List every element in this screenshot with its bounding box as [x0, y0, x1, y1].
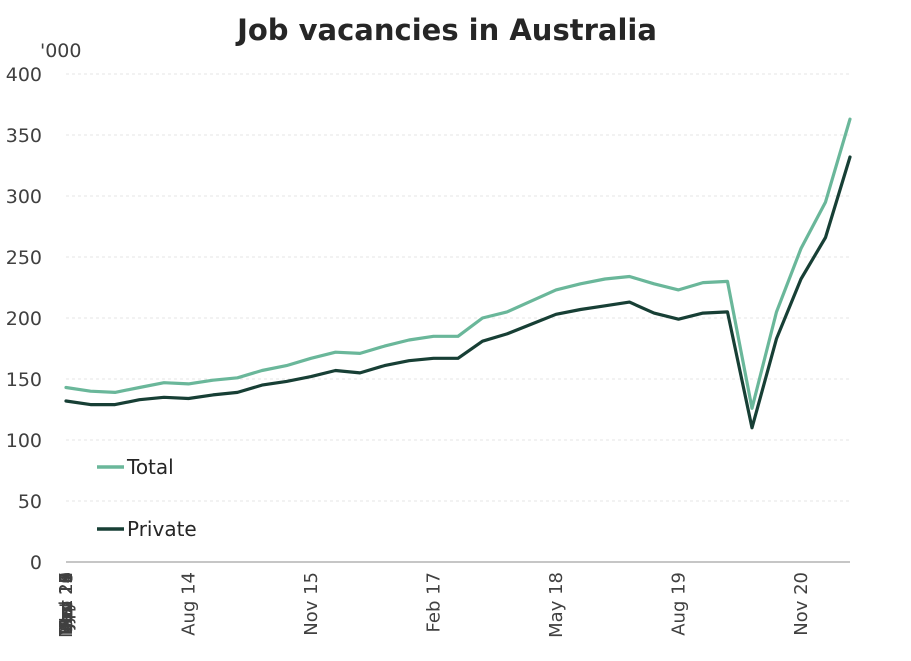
legend-label-private: Private [127, 517, 197, 541]
x-tick-label: Jul 17 [56, 572, 77, 623]
legend-label-total: Total [126, 455, 174, 479]
y-tick-label: 100 [6, 430, 42, 452]
chart-title: Job vacancies in Australia [235, 13, 657, 47]
x-tick-label: Jan 20 [56, 572, 77, 629]
y-tick-label: 250 [6, 247, 42, 269]
x-tick-label: Aug 14 [179, 572, 200, 636]
y-unit-label: '000 [40, 40, 82, 62]
y-tick-label: 350 [6, 125, 42, 147]
x-tick-label: Nov 20 [791, 572, 812, 636]
x-tick-label: Jan 15 [56, 572, 77, 629]
x-tick-label: Sep 16 [56, 572, 77, 635]
x-tick-label: Nov 15 [301, 572, 322, 636]
x-tick-label: Jun 20 [56, 572, 77, 630]
series-line-private [64, 155, 852, 430]
x-tick-label: Oct 13 [56, 572, 77, 632]
x-tick-label: Feb 17 [424, 572, 445, 633]
series-lines [64, 117, 852, 430]
y-tick-label: 300 [6, 186, 42, 208]
x-tick-label: May 18 [546, 572, 567, 638]
y-tick-label: 50 [18, 491, 42, 513]
y-tick-label: 400 [6, 64, 42, 86]
gridlines [66, 73, 850, 502]
x-tick-label: Oct 18 [56, 572, 77, 632]
x-tick-label: Apr 16 [56, 572, 77, 632]
x-tick-label: Apr 21 [56, 572, 77, 632]
series-line-total [64, 117, 852, 410]
legend: Total Private [97, 455, 197, 541]
x-tick-label: Dec 17 [56, 572, 77, 635]
x-tick-label: Mar 19 [56, 572, 77, 635]
y-tick-label: 0 [30, 552, 42, 574]
y-axis-ticks: 0 50 100 150 200 250 300 350 400 [6, 64, 42, 574]
x-tick-label: Aug 19 [669, 572, 690, 636]
x-tick-label: Jun 15 [56, 572, 77, 630]
y-tick-label: 200 [6, 308, 42, 330]
x-tick-label: Mar 14 [56, 572, 77, 635]
y-tick-label: 150 [6, 369, 42, 391]
x-tick-label: May 13 [56, 572, 77, 638]
